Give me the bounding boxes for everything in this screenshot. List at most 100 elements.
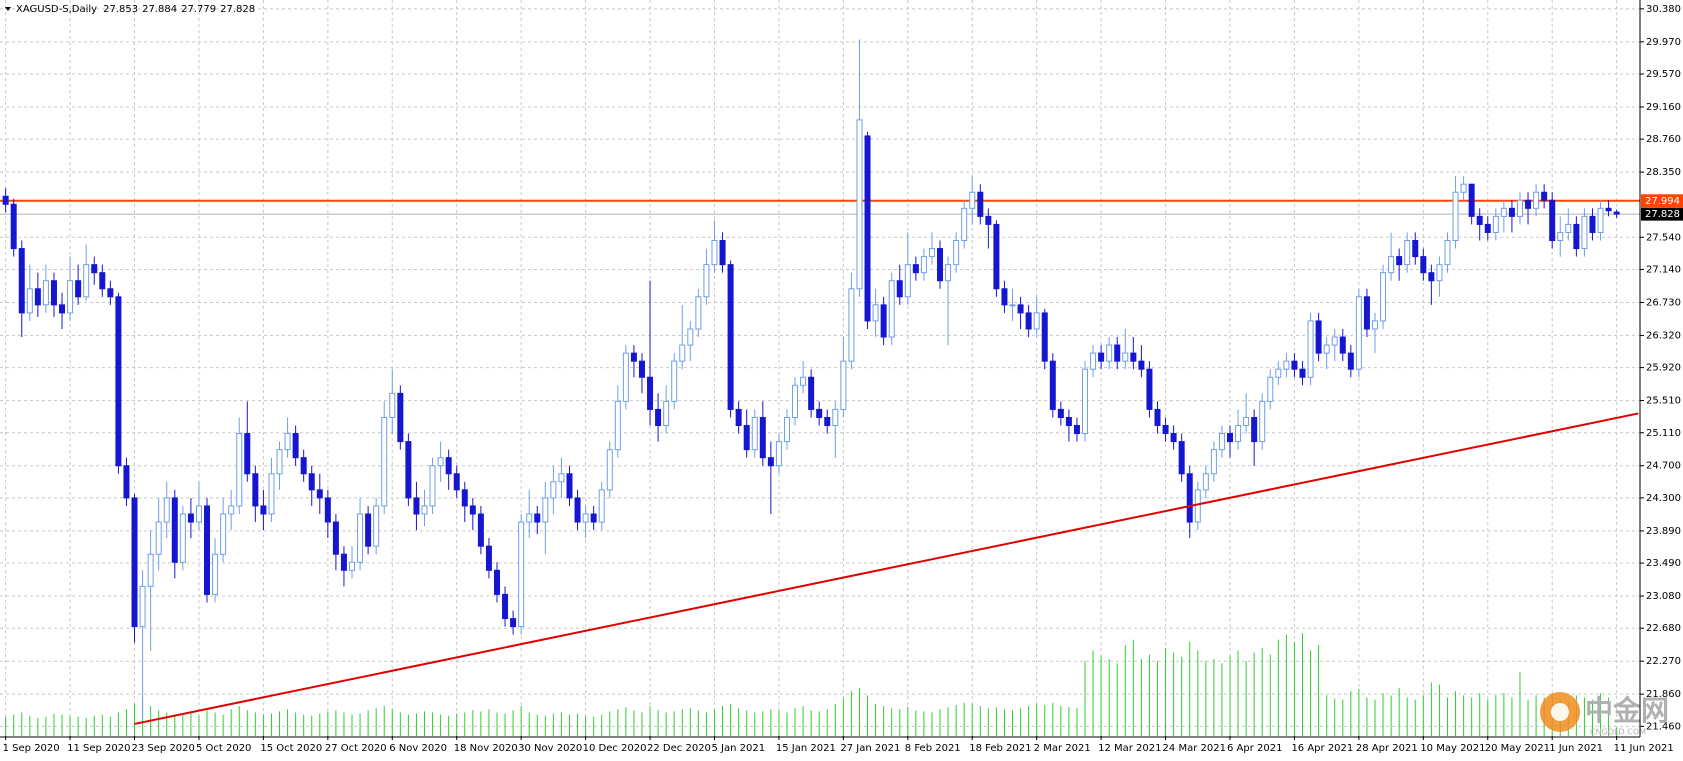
candle-body [115, 296, 122, 467]
header-open: 27.853 [103, 4, 138, 15]
candle-body [1009, 304, 1016, 307]
candle-body [1122, 352, 1129, 362]
candle-body [340, 553, 347, 571]
candle-body [445, 457, 452, 475]
y-tick-label: 24.300 [1646, 493, 1681, 504]
candle-body [1267, 376, 1274, 402]
candle-body [880, 304, 887, 338]
candle-body [1589, 215, 1596, 233]
candle-body [429, 465, 436, 507]
candle-body [582, 513, 589, 523]
candle-body [743, 425, 750, 451]
candle-body [1565, 223, 1572, 233]
y-tick-label: 25.110 [1646, 428, 1681, 439]
x-tick-label: 18 Nov 2020 [454, 743, 518, 754]
candle-body [50, 280, 57, 306]
candle-body [1001, 288, 1008, 306]
candle-body [1581, 215, 1588, 250]
candle-body [1291, 360, 1298, 370]
candle-body [453, 473, 460, 491]
candle-body [928, 248, 935, 258]
candle-body [1194, 489, 1201, 523]
y-tick-label: 21.460 [1646, 721, 1681, 732]
candle-body [405, 441, 412, 499]
candle-body [1227, 433, 1233, 443]
candle-body [316, 489, 323, 499]
candle-body [904, 264, 911, 298]
x-tick-label: 11 Jun 2021 [1614, 743, 1674, 754]
x-tick-label: 28 Apr 2021 [1356, 743, 1418, 754]
y-tick-label: 29.970 [1646, 37, 1681, 48]
y-tick-label: 27.540 [1646, 232, 1681, 243]
candle-body [1251, 416, 1258, 443]
y-tick-label: 30.380 [1646, 4, 1681, 15]
y-tick-label: 23.890 [1646, 526, 1681, 537]
candle-body [147, 553, 154, 587]
candle-body [1613, 211, 1620, 215]
axis-layer: 30.380 29.970 29.570 29.160 28.760 28.350 27.5… [3, 4, 1683, 754]
candle-body [397, 392, 404, 443]
trendline-layer [134, 412, 1639, 725]
candle-body [1331, 336, 1338, 346]
candle-body [1525, 199, 1532, 209]
candle-body [1573, 223, 1580, 250]
y-tick-label: 25.920 [1646, 363, 1681, 374]
candle-body [622, 352, 629, 402]
candle-body [671, 360, 678, 402]
candle-body [953, 240, 960, 266]
candle-body [131, 497, 138, 628]
candle-body [526, 513, 533, 523]
candle-body [365, 513, 372, 547]
candle-body [187, 513, 194, 523]
candle-body [163, 497, 170, 523]
candle-body [518, 521, 525, 628]
candle-body [91, 264, 98, 274]
candle-body [912, 264, 919, 274]
candle-body [550, 481, 557, 499]
candle-body [1073, 425, 1080, 435]
x-tick-label: 1 Sep 2020 [3, 743, 60, 754]
y-tick-label: 22.270 [1646, 656, 1681, 667]
x-tick-label: 27 Jan 2021 [840, 743, 900, 754]
price-label-box [1641, 194, 1683, 208]
candle-body [566, 473, 573, 499]
candle-body [937, 248, 944, 282]
candle-body [461, 489, 468, 507]
candle-body [695, 296, 702, 330]
candle-body [1098, 352, 1105, 362]
candle-body [389, 392, 396, 418]
candle-body [1130, 352, 1137, 362]
y-tick-label: 22.680 [1646, 623, 1681, 634]
candle-body [83, 264, 90, 298]
candle-body [792, 384, 799, 418]
candle-body [1315, 320, 1322, 354]
y-tick-label: 28.350 [1646, 167, 1681, 178]
candle-body [1444, 240, 1451, 266]
candle-body [840, 360, 847, 410]
candle-body [1436, 264, 1443, 282]
candle-body [1082, 368, 1089, 435]
candle-body [630, 352, 637, 362]
candle-body [1549, 199, 1556, 242]
candle-body [10, 203, 17, 250]
candle-body [155, 521, 162, 555]
price-label: 27.994 [1645, 196, 1680, 207]
candle-body [1154, 408, 1161, 427]
candle-body [993, 223, 1000, 290]
price-lines-layer [0, 199, 1640, 215]
candle-body [1202, 473, 1209, 491]
price-label: 27.828 [1645, 209, 1680, 220]
candle-body [1460, 183, 1467, 193]
candle-body [212, 553, 219, 595]
candle-body [99, 272, 106, 290]
candle-body [67, 280, 74, 314]
candle-body [574, 497, 581, 523]
watermark-title: 中金网 [1585, 694, 1669, 727]
candle-body [107, 288, 114, 298]
candle-body [1218, 433, 1225, 451]
candle-body [711, 240, 718, 266]
candle-body [1090, 352, 1097, 370]
candle-body [510, 618, 517, 628]
candle-body [42, 280, 49, 306]
